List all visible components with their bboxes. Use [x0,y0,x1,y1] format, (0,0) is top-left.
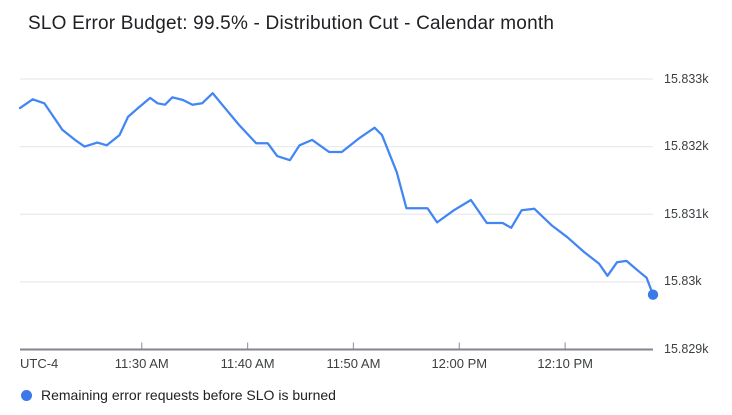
legend-marker-icon [21,389,32,401]
legend-item[interactable]: Remaining error requests before SLO is b… [21,387,336,403]
timezone-label: UTC-4 [20,356,59,371]
y-tick-label: 15.831k [664,206,709,221]
x-tick-label: 11:50 AM [326,356,381,371]
series-line [18,92,655,296]
y-tick-label: 15.829k [664,342,709,356]
x-tick-label: 11:30 AM [114,356,169,371]
series-end-marker [647,289,659,300]
y-tick-label: 15.833k [664,71,709,86]
x-tick-label: 12:00 PM [431,356,488,371]
y-tick-label: 15.832k [664,139,709,154]
legend-label: Remaining error requests before SLO is b… [41,387,336,403]
x-tick-label: 11:40 AM [220,356,275,371]
chart-title: SLO Error Budget: 99.5% - Distribution C… [28,13,555,34]
y-tick-label: 15.83k [664,274,702,289]
x-tick-label: 12:10 PM [537,356,593,371]
